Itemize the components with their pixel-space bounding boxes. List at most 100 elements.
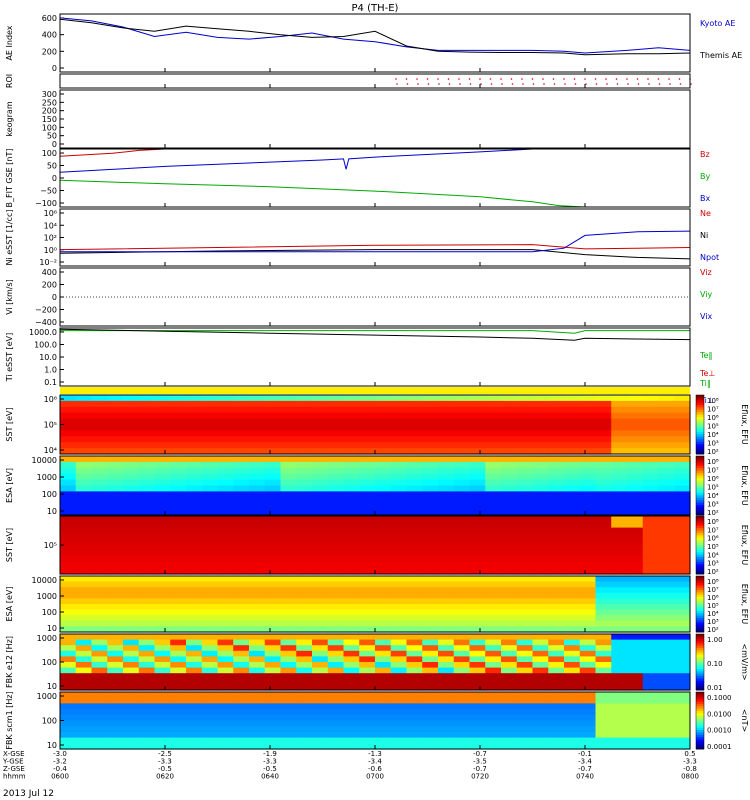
heatmap-cell — [280, 615, 297, 622]
heatmap-cell — [75, 418, 93, 426]
heatmap-cell — [658, 656, 675, 663]
heatmap-cell — [375, 430, 392, 437]
heatmap-cell — [201, 581, 219, 588]
heatmap-cell — [201, 395, 219, 402]
colorbar-cell — [696, 478, 704, 482]
heatmap-cell — [532, 533, 549, 540]
heatmap-cell — [280, 412, 297, 420]
heatmap-cell — [249, 626, 266, 633]
heatmap-cell — [170, 491, 187, 498]
heatmap-cell — [312, 418, 329, 426]
heatmap-cell — [154, 697, 171, 704]
heatmap-cell — [201, 545, 219, 552]
heatmap-cell — [60, 703, 77, 710]
heatmap-cell — [674, 609, 691, 616]
heatmap-cell — [280, 620, 297, 627]
heatmap-cell — [170, 568, 187, 575]
heatmap-cell — [327, 395, 345, 402]
heatmap-cell — [438, 697, 455, 704]
heatmap-cell — [280, 581, 297, 588]
heatmap-cell — [91, 467, 108, 475]
colorbar-cell — [696, 434, 704, 438]
heatmap-cell — [516, 418, 534, 426]
heatmap-cell — [642, 491, 660, 498]
heatmap-cell — [642, 503, 660, 510]
heatmap-cell — [60, 604, 77, 611]
heatmap-cell — [422, 418, 439, 426]
heatmap-cell — [186, 609, 203, 616]
heatmap-cell — [170, 556, 187, 563]
heatmap-cell — [658, 430, 675, 437]
heatmap-cell — [469, 656, 486, 663]
axis-tick-value: -3.3 — [263, 758, 277, 766]
colorbar-cell — [696, 718, 704, 721]
heatmap-cell — [390, 615, 408, 622]
heatmap-cell — [296, 395, 313, 402]
heatmap-cell — [658, 634, 675, 641]
colorbar-frame — [695, 575, 705, 633]
heatmap-cell — [186, 604, 203, 611]
heatmap-cell — [501, 703, 518, 710]
heatmap-cell — [516, 667, 534, 674]
heatmap-cell — [674, 448, 691, 455]
heatmap-cell — [564, 479, 581, 487]
heatmap-cell — [579, 714, 597, 722]
heatmap-cell — [75, 485, 93, 492]
heatmap-cell — [438, 576, 455, 583]
heatmap-cell — [343, 467, 360, 475]
heatmap-cell — [595, 562, 612, 569]
heatmap-cell — [327, 620, 345, 627]
heatmap-cell — [186, 400, 203, 408]
heatmap-cell — [564, 726, 581, 733]
colorbar-cell — [696, 680, 704, 684]
heatmap-cell — [327, 516, 345, 523]
heatmap-cell — [375, 709, 392, 716]
heatmap-cell — [674, 568, 691, 575]
heatmap-cell — [390, 609, 408, 616]
heatmap-cell — [485, 516, 502, 523]
heatmap-cell — [485, 406, 502, 414]
y-axis-label: FBK scm1 [Hz] — [5, 691, 14, 749]
heatmap-cell — [233, 626, 250, 633]
heatmap-cell — [674, 412, 691, 420]
heatmap-cell — [91, 604, 108, 611]
heatmap-cell — [516, 400, 534, 408]
colorbar-cell — [696, 537, 704, 541]
colorbar-cell — [696, 622, 704, 626]
heatmap-cell — [658, 509, 675, 516]
heatmap-cell — [674, 667, 691, 674]
heatmap-cell — [138, 442, 156, 449]
heatmap-cell — [327, 726, 345, 733]
heatmap-cell — [296, 678, 313, 685]
heatmap-cell — [343, 645, 360, 652]
heatmap-cell — [406, 550, 423, 558]
heatmap-cell — [233, 539, 250, 546]
heatmap-cell — [249, 609, 266, 616]
heatmap-cell — [642, 692, 660, 699]
heatmap-cell — [469, 678, 486, 685]
heatmap-cell — [438, 556, 455, 563]
heatmap-cell — [327, 667, 345, 674]
heatmap-cell — [469, 516, 486, 523]
heatmap-cell — [186, 412, 203, 420]
heatmap-cell — [123, 395, 140, 402]
heatmap-cell — [312, 684, 329, 691]
heatmap-cell — [390, 592, 408, 599]
heatmap-cell — [375, 418, 392, 426]
heatmap-cell — [170, 521, 187, 529]
series-line-by — [59, 179, 586, 208]
heatmap-cell — [359, 662, 376, 669]
heatmap-cell — [327, 678, 345, 685]
colorbar-cell — [696, 571, 704, 575]
heatmap-cell — [406, 645, 423, 652]
colorbar-cell — [696, 475, 704, 479]
heatmap-cell — [233, 720, 250, 727]
heatmap-cell — [595, 412, 612, 420]
heatmap-cell — [642, 731, 660, 739]
colorbar-cell — [696, 492, 704, 496]
axis-tick-value: -0.7 — [473, 765, 487, 773]
heatmap-cell — [123, 639, 140, 646]
colorbar-tick-label: 10⁷ — [707, 586, 719, 594]
heatmap-cell — [469, 436, 486, 443]
y-tick-label: 0 — [52, 174, 57, 183]
